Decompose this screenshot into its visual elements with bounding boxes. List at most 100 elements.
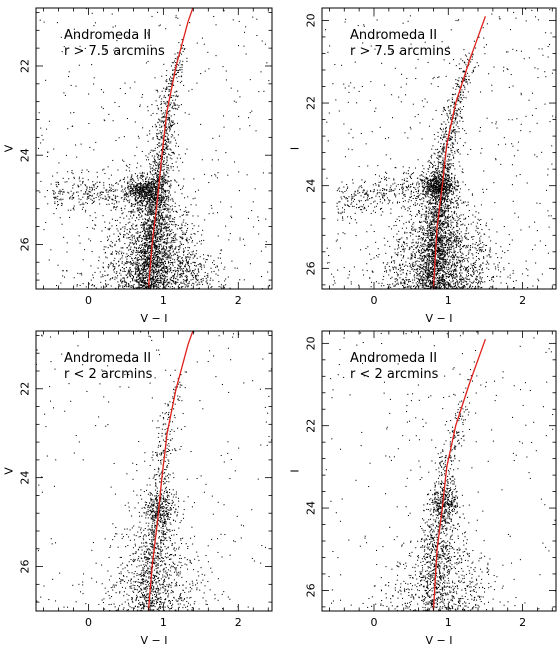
- star-point: [183, 219, 185, 221]
- star-point: [159, 238, 161, 240]
- star-point: [149, 188, 151, 190]
- star-point: [151, 195, 153, 197]
- star-point: [150, 196, 152, 198]
- star-point: [163, 264, 165, 266]
- star-point: [130, 286, 132, 288]
- star-point: [126, 195, 128, 197]
- star-point: [54, 201, 56, 203]
- star-point: [153, 216, 155, 218]
- star-point: [106, 236, 108, 238]
- star-point: [163, 146, 165, 148]
- star-point: [146, 174, 148, 176]
- star-point: [161, 90, 163, 92]
- star-point: [142, 276, 144, 278]
- star-point: [166, 234, 168, 236]
- star-point: [166, 165, 168, 167]
- star-point: [187, 260, 189, 262]
- star-point: [149, 225, 151, 227]
- star-point: [138, 183, 140, 185]
- star-point: [443, 128, 445, 130]
- star-point: [155, 217, 157, 219]
- star-point: [173, 152, 175, 154]
- star-point: [164, 251, 166, 253]
- star-point: [153, 161, 155, 163]
- star-point: [170, 125, 172, 127]
- star-point: [148, 234, 150, 236]
- star-point: [130, 276, 132, 278]
- star-point: [169, 123, 171, 125]
- star-point: [147, 110, 149, 112]
- star-point: [168, 219, 170, 221]
- star-point: [159, 209, 161, 211]
- star-point: [119, 180, 121, 182]
- star-point: [269, 284, 271, 286]
- star-point: [154, 268, 156, 270]
- star-point: [141, 201, 143, 203]
- star-point: [160, 197, 162, 199]
- star-point: [140, 250, 142, 252]
- star-point: [143, 242, 145, 244]
- star-point: [127, 272, 129, 274]
- star-point: [108, 191, 110, 193]
- star-point: [182, 231, 184, 233]
- star-point: [140, 191, 142, 193]
- star-point: [151, 221, 153, 223]
- x-tick-label: 1: [160, 294, 167, 307]
- star-point: [130, 246, 132, 248]
- star-point: [150, 184, 152, 186]
- star-point: [181, 39, 183, 41]
- star-point: [190, 204, 192, 206]
- star-point: [165, 263, 167, 265]
- star-point: [189, 22, 191, 24]
- y-tick-label: 26: [19, 237, 32, 251]
- star-point: [151, 211, 153, 213]
- star-point: [435, 176, 437, 178]
- star-point: [164, 219, 166, 221]
- star-point: [177, 257, 179, 259]
- star-point: [158, 259, 160, 261]
- star-point: [140, 250, 142, 252]
- star-point: [434, 138, 436, 140]
- star-point: [152, 222, 154, 224]
- star-point: [154, 193, 156, 195]
- star-point: [151, 185, 153, 187]
- star-point: [87, 197, 89, 199]
- star-point: [137, 260, 139, 262]
- star-point: [132, 249, 134, 251]
- star-point: [207, 273, 209, 275]
- star-point: [155, 225, 157, 227]
- star-point: [137, 270, 139, 272]
- star-point: [161, 226, 163, 228]
- star-point: [148, 211, 150, 213]
- star-point: [249, 125, 251, 127]
- star-point: [169, 187, 171, 189]
- star-point: [147, 250, 149, 252]
- star-point: [145, 236, 147, 238]
- star-point: [167, 233, 169, 235]
- star-point: [435, 197, 437, 199]
- star-point: [82, 34, 84, 36]
- star-point: [434, 227, 436, 229]
- star-point: [168, 138, 170, 140]
- star-point: [91, 284, 93, 286]
- star-point: [110, 278, 112, 280]
- star-point: [246, 174, 248, 176]
- star-point: [159, 199, 161, 201]
- star-point: [149, 231, 151, 233]
- star-point: [158, 163, 160, 165]
- star-point: [50, 183, 52, 185]
- star-point: [175, 62, 177, 64]
- star-point: [164, 197, 166, 199]
- star-point: [132, 191, 134, 193]
- star-point: [131, 217, 133, 219]
- star-point: [114, 278, 116, 280]
- star-point: [138, 283, 140, 285]
- star-point: [103, 119, 105, 121]
- star-point: [114, 101, 116, 103]
- star-point: [169, 83, 171, 85]
- star-point: [201, 234, 203, 236]
- star-point: [145, 235, 147, 237]
- star-point: [116, 225, 118, 227]
- star-point: [174, 53, 176, 55]
- star-point: [101, 230, 103, 232]
